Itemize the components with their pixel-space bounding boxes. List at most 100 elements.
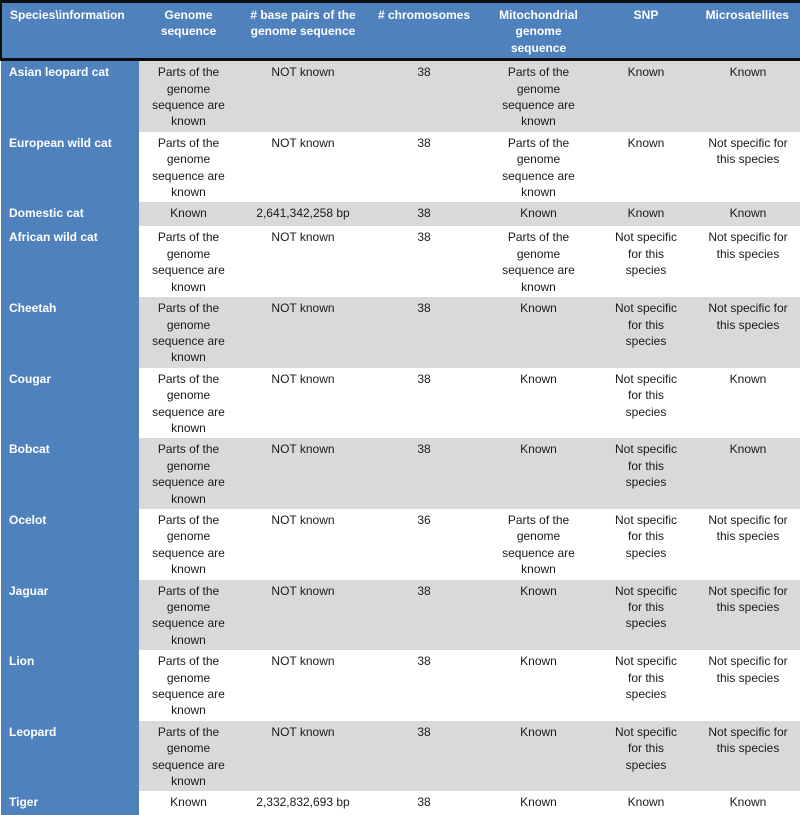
microsatellites-cell: Not specific for this species bbox=[695, 131, 800, 203]
genome-sequence-cell: Parts of the genome sequence are known bbox=[139, 720, 238, 792]
mitochondrial-cell: Known bbox=[480, 791, 597, 815]
column-header-species-information: Species\information bbox=[0, 0, 139, 62]
genome-sequence-cell: Parts of the genome sequence are known bbox=[139, 579, 238, 651]
base-pairs-cell: 2,332,832,693 bp bbox=[238, 791, 368, 815]
chromosomes-cell: 38 bbox=[368, 579, 480, 651]
genome-sequence-cell: Known bbox=[139, 202, 238, 227]
column-header-genome-sequence: Genome sequence bbox=[139, 0, 238, 62]
mitochondrial-cell: Parts of the genome sequence are known bbox=[480, 59, 597, 132]
table-row-jaguar: Jaguar Parts of the genome sequence are … bbox=[1, 579, 800, 651]
species-cell: Jaguar bbox=[1, 579, 139, 651]
microsatellites-cell: Not specific for this species bbox=[695, 508, 800, 580]
mitochondrial-cell: Parts of the genome sequence are known bbox=[480, 508, 597, 580]
column-header-chromosomes: # chromosomes bbox=[368, 0, 480, 62]
column-header-microsatellites: Microsatellites bbox=[695, 0, 800, 62]
snp-cell: Not specific for this species bbox=[597, 579, 695, 651]
column-header-mitochondrial: Mitochondrial genome sequence bbox=[480, 0, 597, 62]
chromosomes-cell: 38 bbox=[368, 367, 480, 439]
microsatellites-cell: Not specific for this species bbox=[695, 226, 800, 298]
snp-cell: Known bbox=[597, 202, 695, 227]
table-row-lion: Lion Parts of the genome sequence are kn… bbox=[1, 650, 800, 721]
mitochondrial-cell: Parts of the genome sequence are known bbox=[480, 131, 597, 203]
species-cell: Bobcat bbox=[1, 438, 139, 509]
chromosomes-cell: 38 bbox=[368, 59, 480, 132]
microsatellites-cell: Not specific for this species bbox=[695, 720, 800, 792]
species-cell: Ocelot bbox=[1, 508, 139, 580]
base-pairs-cell: NOT known bbox=[238, 720, 368, 792]
base-pairs-cell: NOT known bbox=[238, 508, 368, 580]
table-row-tiger: Tiger Known 2,332,832,693 bp 38 Known Kn… bbox=[1, 791, 800, 815]
chromosomes-cell: 38 bbox=[368, 202, 480, 227]
genome-sequence-cell: Parts of the genome sequence are known bbox=[139, 59, 238, 132]
snp-cell: Known bbox=[597, 791, 695, 815]
base-pairs-cell: NOT known bbox=[238, 579, 368, 651]
mitochondrial-cell: Known bbox=[480, 650, 597, 721]
snp-cell: Not specific for this species bbox=[597, 438, 695, 509]
table-header: Species\information Genome sequence # ba… bbox=[0, 0, 800, 62]
chromosomes-cell: 38 bbox=[368, 438, 480, 509]
genome-sequence-cell: Parts of the genome sequence are known bbox=[139, 508, 238, 580]
microsatellites-cell: Known bbox=[695, 202, 800, 227]
base-pairs-cell: NOT known bbox=[238, 131, 368, 203]
snp-cell: Not specific for this species bbox=[597, 367, 695, 439]
base-pairs-cell: NOT known bbox=[238, 650, 368, 721]
table-body: Asian leopard cat Parts of the genome se… bbox=[1, 59, 800, 815]
species-cell: European wild cat bbox=[1, 131, 139, 203]
species-cell: Cheetah bbox=[1, 297, 139, 368]
mitochondrial-cell: Parts of the genome sequence are known bbox=[480, 226, 597, 298]
snp-cell: Not specific for this species bbox=[597, 650, 695, 721]
species-cell: African wild cat bbox=[1, 226, 139, 298]
microsatellites-cell: Known bbox=[695, 59, 800, 132]
species-cell: Domestic cat bbox=[1, 202, 139, 227]
table-row-leopard: Leopard Parts of the genome sequence are… bbox=[1, 720, 800, 792]
genome-sequence-cell: Parts of the genome sequence are known bbox=[139, 438, 238, 509]
genome-sequence-cell: Parts of the genome sequence are known bbox=[139, 226, 238, 298]
table-row-bobcat: Bobcat Parts of the genome sequence are … bbox=[1, 438, 800, 509]
microsatellites-cell: Known bbox=[695, 367, 800, 439]
snp-cell: Not specific for this species bbox=[597, 226, 695, 298]
species-cell: Cougar bbox=[1, 367, 139, 439]
species-cell: Asian leopard cat bbox=[1, 59, 139, 132]
table-row-african-wild-cat: African wild cat Parts of the genome seq… bbox=[1, 226, 800, 298]
chromosomes-cell: 38 bbox=[368, 226, 480, 298]
mitochondrial-cell: Known bbox=[480, 438, 597, 509]
mitochondrial-cell: Known bbox=[480, 202, 597, 227]
column-header-snp: SNP bbox=[597, 0, 695, 62]
snp-cell: Not specific for this species bbox=[597, 508, 695, 580]
base-pairs-cell: 2,641,342,258 bp bbox=[238, 202, 368, 227]
species-cell: Leopard bbox=[1, 720, 139, 792]
snp-cell: Known bbox=[597, 59, 695, 132]
chromosomes-cell: 38 bbox=[368, 297, 480, 368]
mitochondrial-cell: Known bbox=[480, 579, 597, 651]
table-row-cougar: Cougar Parts of the genome sequence are … bbox=[1, 367, 800, 439]
snp-cell: Known bbox=[597, 131, 695, 203]
snp-cell: Not specific for this species bbox=[597, 720, 695, 792]
table-row-domestic-cat: Domestic cat Known 2,641,342,258 bp 38 K… bbox=[1, 202, 800, 227]
genome-sequence-cell: Parts of the genome sequence are known bbox=[139, 297, 238, 368]
base-pairs-cell: NOT known bbox=[238, 367, 368, 439]
microsatellites-cell: Not specific for this species bbox=[695, 650, 800, 721]
microsatellites-cell: Not specific for this species bbox=[695, 579, 800, 651]
species-cell: Lion bbox=[1, 650, 139, 721]
genome-sequence-cell: Parts of the genome sequence are known bbox=[139, 650, 238, 721]
genome-sequence-cell: Known bbox=[139, 791, 238, 815]
table-row-cheetah: Cheetah Parts of the genome sequence are… bbox=[1, 297, 800, 368]
microsatellites-cell: Not specific for this species bbox=[695, 297, 800, 368]
microsatellites-cell: Known bbox=[695, 791, 800, 815]
base-pairs-cell: NOT known bbox=[238, 297, 368, 368]
column-header-base-pairs: # base pairs of the genome sequence bbox=[238, 0, 368, 62]
base-pairs-cell: NOT known bbox=[238, 438, 368, 509]
base-pairs-cell: NOT known bbox=[238, 59, 368, 132]
base-pairs-cell: NOT known bbox=[238, 226, 368, 298]
chromosomes-cell: 38 bbox=[368, 791, 480, 815]
table-row-asian-leopard-cat: Asian leopard cat Parts of the genome se… bbox=[1, 59, 800, 132]
genome-sequence-cell: Parts of the genome sequence are known bbox=[139, 367, 238, 439]
table-row-ocelot: Ocelot Parts of the genome sequence are … bbox=[1, 508, 800, 580]
table-row-european-wild-cat: European wild cat Parts of the genome se… bbox=[1, 131, 800, 203]
microsatellites-cell: Known bbox=[695, 438, 800, 509]
mitochondrial-cell: Known bbox=[480, 720, 597, 792]
snp-cell: Not specific for this species bbox=[597, 297, 695, 368]
mitochondrial-cell: Known bbox=[480, 297, 597, 368]
genome-sequence-cell: Parts of the genome sequence are known bbox=[139, 131, 238, 203]
